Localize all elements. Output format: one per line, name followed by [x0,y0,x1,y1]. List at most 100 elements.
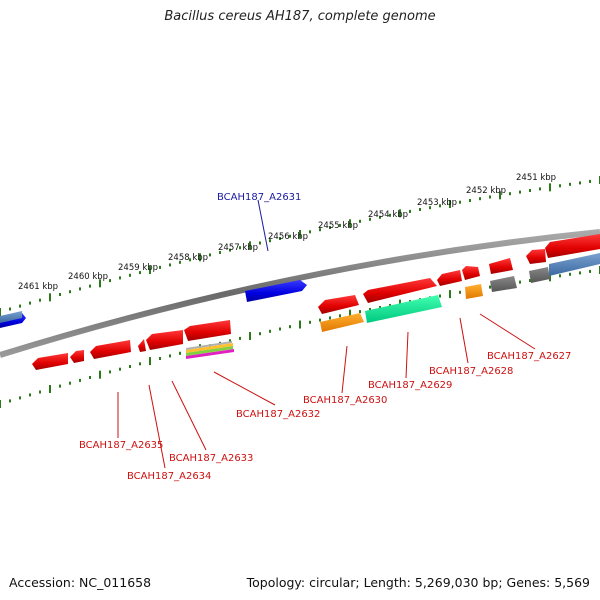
reverse-strand-features [32,234,600,370]
gene-label-a2633[interactable]: BCAH187_A2633 [169,453,253,464]
scale-minor-tick [19,396,21,400]
scale-minor-tick [229,339,231,343]
gene-arrow-a2629[interactable] [363,278,437,303]
gene-arrow-right-edge-steel[interactable] [549,253,600,276]
gene-arrow-a2631[interactable] [245,280,307,302]
scale-minor-tick [389,213,391,217]
scale-minor-tick [379,215,381,219]
gene-label-a2628[interactable]: BCAH187_A2628 [429,366,513,377]
scale-minor-tick [189,258,191,262]
gene-arrow-a2630-orange[interactable] [320,313,364,332]
gene-label-a2630[interactable]: BCAH187_A2630 [303,395,387,406]
scale-major-tick [0,400,1,408]
genome-info-text: Topology: circular; Length: 5,269,030 bp… [246,575,590,590]
accession-text: Accession: NC_011658 [9,575,152,590]
scale-minor-tick [109,370,111,374]
scale-minor-tick [489,195,491,199]
scale-minor-tick [319,228,321,232]
scale-minor-tick [29,393,31,397]
scale-major-tick [349,309,351,318]
gene-arrow-left-edge-steel[interactable] [0,311,22,323]
scale-minor-tick [379,306,381,309]
scale-minor-tick [529,189,531,192]
gene-arrow-a2628[interactable] [437,270,462,286]
scale-major-tick [399,209,401,218]
scale-minor-tick [319,318,321,322]
gene-label-a2631[interactable]: BCAH187_A2631 [217,192,301,203]
gene-arrow-a2632[interactable] [184,320,231,341]
scale-label: 2451 kbp [516,173,556,183]
scale-minor-tick [139,271,141,275]
scale-minor-tick [389,304,391,307]
gene-arrow-a2627[interactable] [489,258,513,274]
gene-arrow-a2633[interactable] [146,330,183,350]
scale-minor-tick [289,234,291,238]
scale-minor-tick [539,187,541,191]
scale-minor-tick [519,190,521,194]
scale-major-tick [149,266,151,274]
gene-label-a2632[interactable]: BCAH187_A2632 [236,409,320,420]
scale-minor-tick [479,197,481,201]
scale-minor-tick [139,362,141,366]
gene-multicolor-a2632[interactable] [186,341,234,359]
scale-minor-tick [339,314,341,318]
label-leaders [117,199,536,469]
scale-minor-tick [9,307,11,311]
gene-label-a2635[interactable]: BCAH187_A2635 [79,440,163,451]
gene-arrow-right-edge-red[interactable] [526,249,546,264]
scale-minor-tick [219,251,221,254]
scale-minor-tick [279,327,281,331]
gene-arrow-a2634[interactable] [90,340,131,359]
scale-minor-tick [89,284,91,288]
scale-major-tick [299,230,301,238]
scale-minor-tick [229,248,231,252]
scale-major-tick [449,200,451,208]
scale-minor-tick [329,316,331,320]
gene-arrow-a2628-orange[interactable] [465,284,483,299]
scale-minor-tick [29,301,31,305]
gene-arrow-a2627-gray[interactable] [490,276,517,292]
scale-major-tick [0,308,1,316]
scale-minor-tick [19,304,21,308]
scale-minor-tick [169,263,171,267]
gene-label-a2627[interactable]: BCAH187_A2627 [487,351,571,362]
scale-minor-tick [359,219,361,223]
gene-arrow-right-edge-red2[interactable] [545,234,600,258]
scale-minor-tick [589,179,591,183]
gene-arrow-right-edge-gray[interactable] [529,267,550,283]
scale-minor-tick [9,399,11,403]
gene-arrow-a2630[interactable] [318,295,359,314]
gene-label-a2634[interactable]: BCAH187_A2634 [127,471,211,482]
scale-major-tick [449,290,451,299]
scale-minor-tick [439,204,441,208]
scale-major-tick [249,332,251,340]
scale-minor-tick [259,241,261,245]
scale-minor-tick [419,208,421,211]
scale-minor-tick [409,209,411,213]
scale-minor-tick [569,182,571,186]
scale-label: 2455 kbp [318,221,358,231]
scale-label: 2457 kbp [218,243,258,253]
gene-arrow-a2634b[interactable] [138,339,146,352]
scale-major-tick [299,320,301,329]
scale-label: 2459 kbp [118,263,158,273]
scale-minor-tick [179,351,181,355]
gene-arrow-a2628b[interactable] [462,266,480,280]
gene-arrow-a2635[interactable] [32,353,68,370]
gene-arrow-a2629-teal[interactable] [365,295,442,323]
scale-major-tick [49,385,51,393]
gene-label-a2629[interactable]: BCAH187_A2629 [368,380,452,391]
scale-minor-tick [469,199,471,202]
scale-minor-tick [59,293,61,296]
scale-minor-tick [179,260,181,264]
scale-minor-tick [129,273,131,277]
scale-minor-tick [309,230,311,234]
gene-labels: BCAH187_A2631 BCAH187_A2627 BCAH187_A262… [79,192,571,482]
forward-strand-features [0,253,600,328]
scale-major-tick [49,293,51,302]
gene-arrow-a2635b[interactable] [70,350,84,363]
scale-minor-tick [429,206,431,210]
scale-minor-tick [269,239,271,243]
genome-backbone [0,229,600,358]
